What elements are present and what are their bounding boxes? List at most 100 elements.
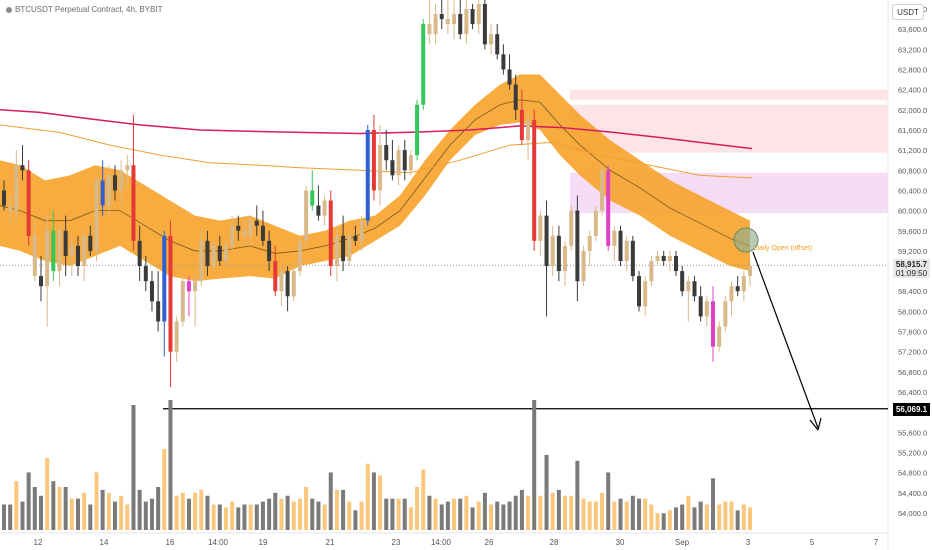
volume-bar — [513, 495, 518, 530]
volume-bar — [297, 498, 302, 530]
price-tick-label: 57,200.0 — [898, 348, 927, 357]
price-tick-label: 60,000.0 — [898, 207, 927, 216]
volume-bar — [260, 501, 265, 530]
candle-body — [704, 301, 709, 317]
candle-body — [624, 240, 629, 261]
currency-button[interactable]: USDT — [892, 4, 924, 20]
candle-body — [112, 175, 117, 191]
red-ma-line — [0, 109, 753, 150]
band-area — [0, 74, 750, 282]
volume-bar — [630, 495, 635, 530]
volume-bar — [14, 481, 19, 530]
volume-bar — [606, 472, 611, 530]
candle-body — [501, 54, 506, 70]
candle-body — [630, 240, 635, 277]
daily-open-label: Daily Open (offset) — [754, 245, 813, 252]
candle-body — [328, 200, 333, 267]
volume-bar — [291, 501, 296, 530]
volume-bar — [88, 504, 93, 530]
volume-bar — [538, 495, 543, 530]
volume-bar — [279, 498, 284, 530]
volume-bar — [180, 492, 185, 530]
volume-bar — [365, 463, 370, 530]
volume-bar — [125, 504, 130, 530]
volume-bar — [519, 489, 524, 530]
symbol-label: BTCUSDT Perpetual Contract, 4h, BYBIT — [15, 5, 163, 14]
price-tick-label: 54,000.0 — [898, 509, 927, 518]
price-tick-label: 57,600.0 — [898, 328, 927, 337]
candle-body — [174, 321, 179, 352]
candle-body — [297, 240, 302, 272]
price-tick-label: 60,800.0 — [898, 166, 927, 175]
time-tick-label: 5 — [810, 538, 815, 547]
volume-bar — [723, 501, 728, 530]
volume-bar — [45, 457, 50, 530]
volume-bar — [612, 501, 617, 530]
volume-bar — [310, 498, 315, 530]
candle-body — [452, 14, 457, 25]
volume-bar — [328, 472, 333, 530]
candle-body — [612, 230, 617, 246]
candle-body — [2, 190, 6, 206]
volume-bar — [569, 495, 574, 530]
projection-arrow-line — [752, 251, 819, 429]
volume-bar — [378, 475, 383, 530]
volume-bar — [69, 498, 74, 530]
price-tick-label: 61,200.0 — [898, 146, 927, 155]
candle-body — [273, 261, 278, 292]
orange-ma-line — [0, 124, 753, 179]
volume-bar — [205, 495, 210, 530]
candle-body — [63, 230, 68, 256]
volume-bar — [563, 495, 568, 530]
volume-bar — [384, 498, 389, 530]
volume-bar — [75, 498, 80, 530]
candle-body — [729, 286, 734, 302]
price-tick-label: 62,000.0 — [898, 106, 927, 115]
candle-body — [655, 255, 660, 261]
candle-body — [38, 276, 43, 287]
candle-body — [211, 245, 216, 267]
candle-body — [538, 215, 543, 241]
candle-body — [186, 281, 191, 292]
time-tick-label: 23 — [392, 538, 401, 547]
volume-bar — [649, 504, 654, 530]
volume-bar — [341, 489, 346, 530]
volume-bar — [692, 507, 697, 530]
volume-bar — [94, 472, 99, 530]
volume-bar — [82, 492, 87, 530]
price-tick-label: 58,000.0 — [898, 307, 927, 316]
volume-bar — [637, 498, 642, 530]
volume-bar — [230, 501, 235, 530]
candle-body — [75, 245, 80, 267]
symbol-dot-icon — [6, 6, 12, 13]
candle-body — [26, 170, 31, 236]
volume-bar — [51, 481, 56, 530]
candle-body — [69, 245, 74, 256]
candle-body — [637, 276, 642, 307]
time-tick-label: 16 — [166, 538, 175, 547]
volume-bar — [686, 495, 691, 530]
volume-bar — [501, 504, 506, 530]
volume-bar — [433, 498, 438, 530]
volume-bar — [711, 478, 716, 530]
volume-bar — [550, 492, 555, 530]
volume-bar — [698, 501, 703, 530]
volume-bar — [267, 498, 272, 530]
volume-bar — [643, 498, 648, 530]
candle-body — [482, 3, 487, 45]
volume-bar — [193, 492, 198, 530]
volume-bar — [729, 501, 734, 530]
candle-body — [236, 225, 241, 231]
candle-body — [661, 255, 666, 261]
volume-bar — [112, 501, 117, 530]
candle-body — [316, 205, 321, 216]
candle-body — [242, 230, 247, 236]
candle-body — [248, 220, 253, 236]
volume-bar — [119, 495, 124, 530]
volume-bar — [168, 400, 173, 530]
volume-bar — [445, 501, 450, 530]
candle-body — [8, 205, 13, 211]
volume-bar — [2, 504, 6, 530]
candle-body — [193, 281, 198, 292]
